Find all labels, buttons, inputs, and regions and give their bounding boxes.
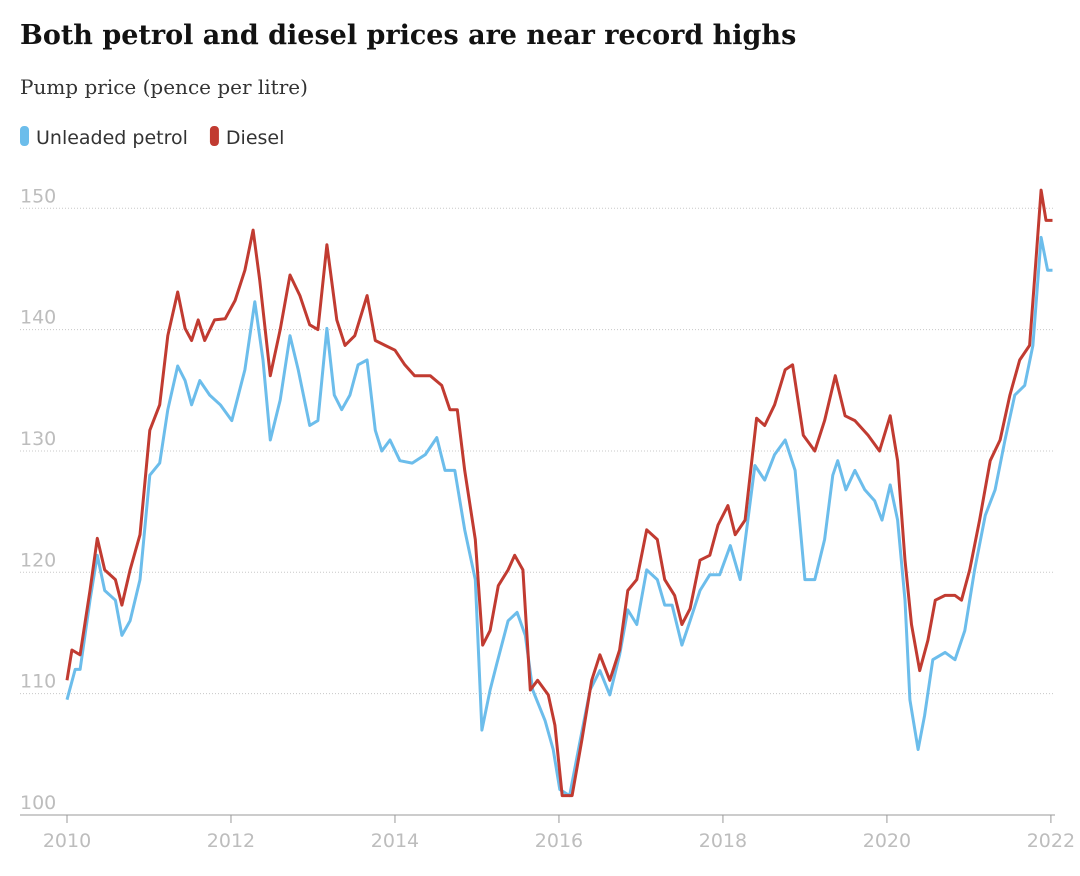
legend-label: Unleaded petrol xyxy=(36,127,188,149)
x-tick-label: 2022 xyxy=(1027,830,1075,852)
grid: 100 110 120 130 140 150 2010 2012 2014 2016 2018 20… xyxy=(20,185,1075,852)
x-tick-label: 2010 xyxy=(43,830,91,852)
series-line xyxy=(65,235,1053,798)
y-tick-label: 120 xyxy=(20,549,56,571)
x-tick-label: 2014 xyxy=(371,830,419,852)
chart-subtitle: Pump price (pence per litre) xyxy=(20,75,308,99)
x-tick-label: 2016 xyxy=(535,830,583,852)
legend-swatch xyxy=(209,126,219,146)
x-tick-label: 2018 xyxy=(699,830,747,852)
series-line xyxy=(65,188,1053,798)
legend-swatch xyxy=(20,126,29,146)
legend-label: Diesel xyxy=(226,127,284,149)
x-tick-label: 2020 xyxy=(863,830,911,852)
y-tick-label: 140 xyxy=(20,307,56,329)
chart-title: Both petrol and diesel prices are near r… xyxy=(20,20,796,51)
y-tick-label: 100 xyxy=(20,792,56,814)
x-tick-label: 2012 xyxy=(207,830,255,852)
y-tick-label: 150 xyxy=(20,185,56,207)
y-tick-label: 110 xyxy=(20,671,56,693)
plot xyxy=(65,188,1053,798)
legend: Unleaded petrol Diesel xyxy=(20,126,284,149)
y-tick-label: 130 xyxy=(20,428,56,450)
